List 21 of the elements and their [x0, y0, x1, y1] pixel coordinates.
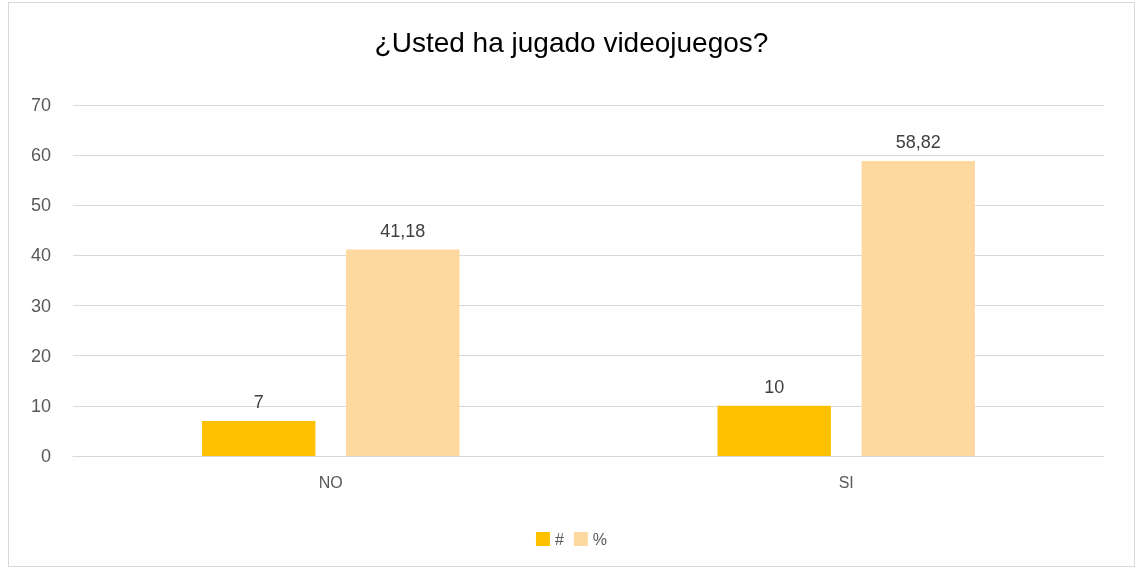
- y-tick-label: 40: [30, 245, 51, 266]
- bar: [861, 161, 975, 456]
- data-label: 7: [253, 391, 264, 412]
- bar: [717, 405, 831, 456]
- y-tick-label: 50: [30, 195, 51, 216]
- x-tick-label: NO: [318, 473, 343, 491]
- y-tick-label: 30: [30, 295, 51, 316]
- y-tick-label: 0: [40, 446, 51, 466]
- x-tick-label: SI: [838, 473, 854, 491]
- y-tick-label: 60: [30, 145, 51, 166]
- y-tick-label: 10: [30, 395, 51, 416]
- chart-title: ¿Usted ha jugado videojuegos?: [374, 26, 769, 58]
- data-label: 58,82: [895, 132, 941, 153]
- bar: [346, 249, 460, 456]
- y-tick-label: 70: [30, 95, 51, 115]
- legend-label: #: [554, 530, 564, 548]
- bar: [202, 420, 316, 456]
- data-label: 41,18: [380, 220, 426, 241]
- legend-label: %: [592, 530, 608, 548]
- y-tick-label: 20: [30, 345, 51, 366]
- data-label: 10: [764, 376, 785, 397]
